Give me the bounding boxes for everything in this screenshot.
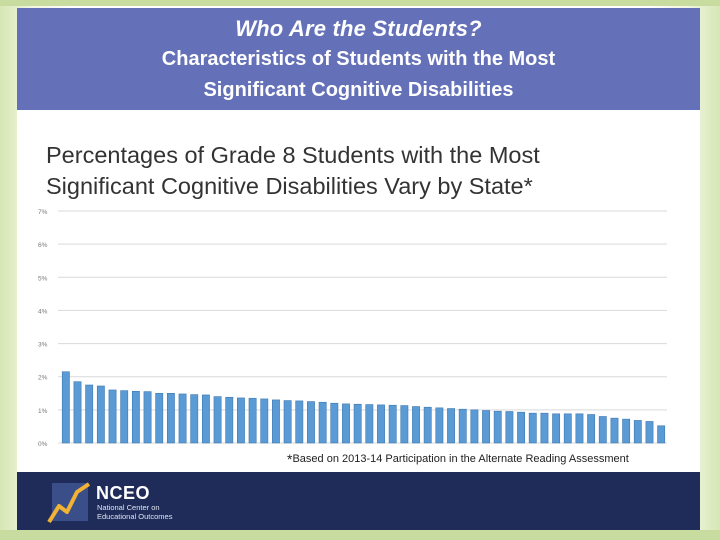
slide-top-border [0,0,720,6]
slide-bottom-border [0,530,720,540]
bar [423,406,432,444]
y-tick-label: 6% [38,242,48,249]
slide-subtitle-line1: Characteristics of Students with the Mos… [161,48,556,70]
bar [61,371,70,444]
bar [272,399,280,444]
bar-chart: 0% 1% 2% 3% 4% 5% 6% 7% [38,209,667,448]
bar [365,404,374,444]
bar [633,420,642,444]
bar [587,414,596,444]
bar [260,398,269,444]
logo-trend-line [47,482,91,524]
bar [120,390,129,444]
bar [155,392,164,444]
bar [563,413,572,444]
bar [307,401,315,444]
chart-title-line2: Significant Cognitive Disabilities Vary … [46,173,533,199]
bar [108,389,117,444]
bar [412,406,420,444]
slide-subtitle-line2: Significant Cognitive Disabilities [203,79,514,101]
slide-header: Who Are the Students? Characteristics of… [17,8,700,110]
bar [377,404,385,444]
bar [166,392,175,444]
bar [190,394,199,444]
footnote-star: * [287,451,293,467]
bar [517,411,526,444]
bar [73,381,82,444]
bar [353,403,362,444]
slide-footer [17,472,700,530]
y-tick-label: 2% [38,375,48,382]
bar [213,396,222,444]
bar [178,393,187,444]
bar [388,404,397,444]
bar [598,416,607,444]
bar [131,391,140,444]
bar [143,391,152,444]
bar [295,400,304,444]
y-tick-label: 3% [38,342,48,349]
bar [248,397,257,444]
bar [610,417,619,444]
bar [505,411,514,444]
chart-title: Percentages of Grade 8 Students with the… [46,140,676,202]
y-tick-label: 0% [38,441,48,448]
bar [482,410,490,444]
bar [435,407,444,444]
bar [342,403,350,444]
nceo-logo-icon [47,482,91,524]
bar [225,396,234,444]
slide-title: Who Are the Students? [235,16,482,41]
chart-footnote: *Based on 2013-14 Participation in the A… [287,451,629,467]
footnote-text: Based on 2013-14 Participation in the Al… [292,453,629,465]
bar [318,401,327,444]
bar [528,412,537,444]
bar [540,412,549,444]
chart-title-line1: Percentages of Grade 8 Students with the… [46,142,540,168]
bar [470,409,479,444]
bar [493,410,502,444]
bar [447,408,455,444]
bar [552,413,561,444]
bar [201,394,210,444]
y-tick-label: 7% [38,209,48,216]
logo-name: NCEO [96,483,151,503]
bar [645,421,654,444]
bar [85,384,94,444]
logo-tagline: National Center on Educational Outcomes [97,503,173,521]
bar [237,397,245,444]
bar [458,408,467,444]
y-tick-label: 1% [38,408,48,415]
bar [330,402,339,444]
bar [283,400,292,444]
bar [622,418,631,444]
bar [657,425,666,444]
bar [575,413,584,444]
bar [96,385,105,444]
y-tick-label: 5% [38,275,48,282]
y-tick-label: 4% [38,308,48,315]
bar [400,405,409,444]
